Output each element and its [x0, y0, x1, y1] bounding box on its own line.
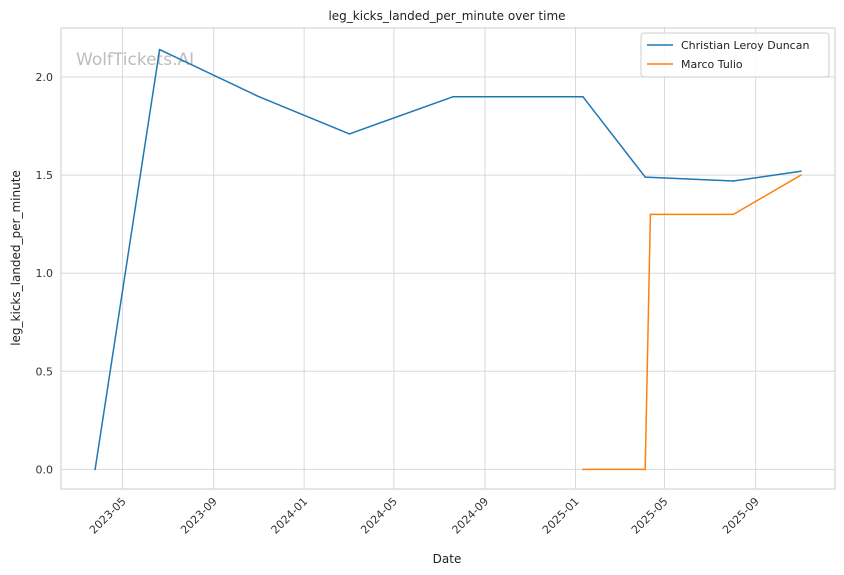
x-axis-title: Date: [433, 552, 462, 566]
data-point: [649, 213, 652, 216]
legend-label: Marco Tulio: [681, 58, 743, 71]
series-layer: [94, 48, 802, 471]
y-axis-title: leg_kicks_landed_per_minute: [9, 170, 23, 346]
x-tick-label: 2023-05: [87, 495, 129, 537]
data-point: [452, 95, 454, 98]
y-axis: 0.0 0.5 1.0 1.5 2.0: [36, 71, 54, 476]
legend: Christian Leroy Duncan Marco Tulio: [640, 32, 830, 78]
series-line-1: [582, 174, 802, 471]
data-point: [348, 133, 351, 135]
y-tick-label: 2.0: [36, 71, 54, 84]
data-point: [94, 468, 96, 471]
legend-box: [640, 32, 830, 78]
data-point: [732, 180, 735, 182]
y-tick-label: 1.0: [36, 267, 54, 280]
x-tick-label: 2023-09: [178, 495, 220, 537]
grid: [61, 28, 835, 489]
data-point: [644, 468, 647, 471]
x-axis: 2023-05 2023-09 2024-01 2024-05 2024-09 2025-…: [87, 495, 762, 537]
plot-frame: [60, 27, 836, 490]
series-line-0: [94, 48, 802, 470]
y-tick-label: 1.5: [36, 169, 54, 182]
x-tick-label: 2024-05: [358, 495, 400, 537]
data-point: [258, 95, 260, 98]
watermark: WolfTickets.AI: [76, 50, 194, 70]
x-tick-label: 2024-01: [269, 495, 311, 537]
y-tick-label: 0.0: [36, 463, 54, 476]
x-tick-label: 2024-09: [449, 495, 491, 537]
data-point: [158, 48, 161, 51]
x-tick-label: 2025-01: [540, 495, 582, 537]
data-point: [644, 176, 647, 178]
data-point: [582, 468, 584, 471]
data-point: [732, 213, 735, 216]
data-point: [800, 170, 802, 173]
x-tick-label: 2025-05: [629, 495, 671, 537]
data-point: [582, 95, 584, 98]
data-point: [800, 174, 802, 176]
x-tick-label: 2025-09: [720, 495, 762, 537]
legend-label: Christian Leroy Duncan: [681, 39, 809, 52]
chart-title: leg_kicks_landed_per_minute over time: [328, 9, 565, 23]
y-tick-label: 0.5: [36, 365, 54, 378]
